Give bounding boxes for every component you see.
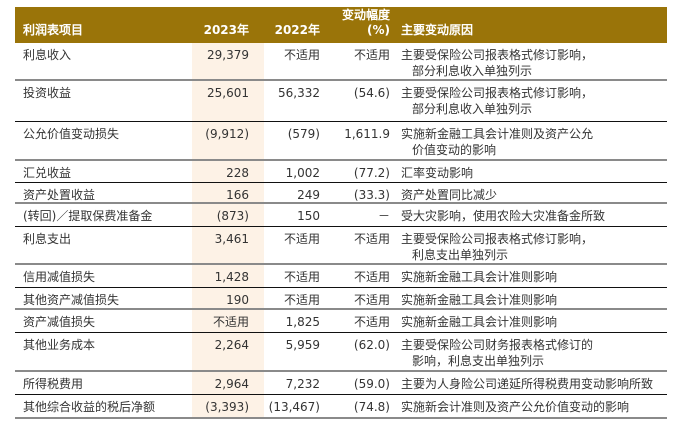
header-reason: 主要变动原因: [401, 23, 474, 37]
2023-column-highlight: [192, 43, 264, 418]
table-row: 其他综合收益的税后净额 (3,393) (13,467) (74.8) 实施新会…: [15, 395, 667, 419]
table-row: (转回)／提取保费准备金 (873) 150 － 受大灾影响，使用农险大灾准备金…: [15, 204, 667, 227]
table-row: 利息收入 29,379 不适用 不适用 主要受保险公司报表格式修订影响， 部分利息…: [15, 43, 667, 81]
header-item: 利润表项目: [23, 23, 84, 37]
header-change: 变动幅度 (%): [341, 8, 390, 37]
table-row: 资产处置收益 166 249 (33.3) 资产处置同比减少: [15, 183, 667, 204]
table-row: 资产减值损失 不适用 1,825 不适用 实施新金融工具会计准则影响: [15, 310, 667, 333]
header-2022: 2022年: [274, 23, 320, 37]
table-row: 信用减值损失 1,428 不适用 不适用 实施新金融工具会计准则影响: [15, 265, 667, 288]
table-row: 汇兑收益 228 1,002 (77.2) 汇率变动影响: [15, 161, 667, 183]
table-row: 其他资产减值损失 190 不适用 不适用 实施新金融工具会计准则影响: [15, 288, 667, 310]
table-header: 利润表项目 2023年 2022年 变动幅度 (%) 主要变动原因: [15, 7, 667, 43]
header-2023: 2023年: [203, 23, 249, 37]
income-statement-table: 利润表项目 2023年 2022年 变动幅度 (%) 主要变动原因 利息收入 2…: [15, 7, 667, 419]
table-row: 其他业务成本 2,264 5,959 (62.0) 主要受保险公司财务报表格式修…: [15, 333, 667, 372]
table-row: 投资收益 25,601 56,332 (54.6) 主要受保险公司报表格式修订影…: [15, 81, 667, 122]
table-row: 利息支出 3,461 不适用 不适用 主要受保险公司报表格式修订影响， 利息支出单…: [15, 227, 667, 265]
table-row: 公允价值变动损失 (9,912) (579) 1,611.9 实施新金融工具会计…: [15, 122, 667, 161]
table-row: 所得税费用 2,964 7,232 (59.0) 主要为人身险公司递延所得税费用…: [15, 372, 667, 395]
